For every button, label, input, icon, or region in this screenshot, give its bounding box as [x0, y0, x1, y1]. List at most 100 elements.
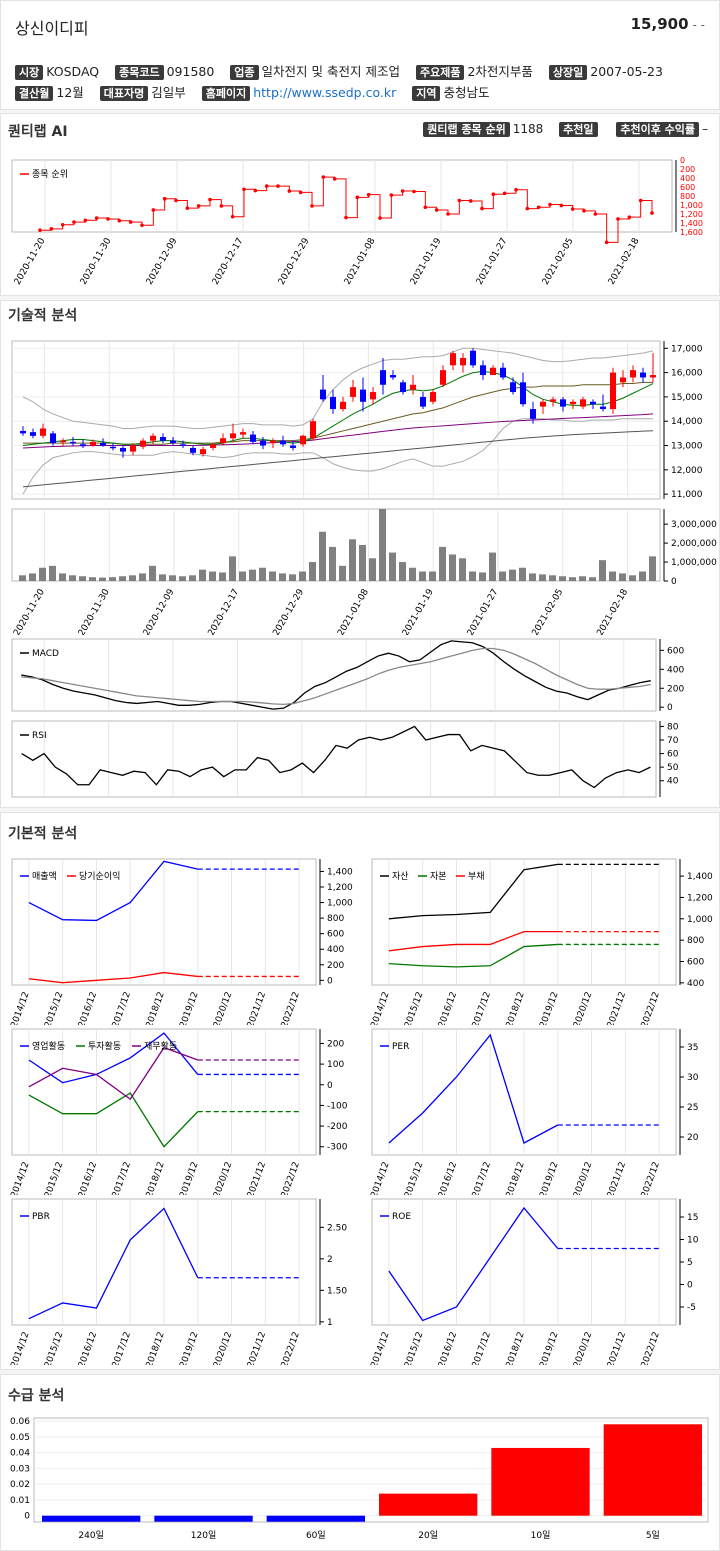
industry-value: 일차전지 및 축전지 제조업 [261, 64, 400, 79]
y-tick-label: 40 [667, 777, 679, 787]
candle-body [370, 392, 376, 400]
volume-bar [419, 571, 426, 581]
supply-bar [154, 1515, 253, 1522]
candle-body [480, 365, 486, 376]
x-tick-label: 2022/12 [280, 991, 302, 1025]
stock-header: 상신이디피 15,900- - 시장 KOSDAQ 종목코드 091580 업종 일차… [0, 0, 720, 110]
volume-bar [499, 571, 506, 581]
y-tick-label: -100 [327, 1101, 348, 1111]
candle-body [210, 444, 216, 448]
volume-bar [589, 577, 596, 581]
candle-body [590, 401, 596, 405]
candle-body [60, 440, 66, 443]
y-tick-label: 1,000,000 [671, 558, 717, 568]
x-tick-label: 2016/12 [437, 991, 459, 1025]
x-tick-label: 2017/12 [111, 1331, 133, 1365]
y-tick-label: 200 [680, 165, 695, 174]
volume-bar [539, 574, 546, 581]
y-tick-label: 1,000 [687, 915, 713, 925]
stock-name: 상신이디피 [15, 19, 89, 38]
y-tick-label: 1,400 [680, 219, 703, 228]
candle-body [350, 387, 356, 397]
candle-body [180, 444, 186, 446]
candle-body [530, 409, 536, 419]
candle-body [50, 433, 56, 444]
y-tick-label: 0 [687, 1281, 693, 1291]
x-tick-label: 2022/12 [280, 1161, 302, 1195]
x-tick-label: 5일 [646, 1530, 660, 1541]
y-tick-label: 200 [667, 684, 684, 694]
volume-bar [489, 552, 496, 581]
volume-bar [159, 574, 166, 581]
region-value: 충청남도 [443, 85, 490, 100]
y-tick-label: 5 [687, 1258, 693, 1268]
ai-summary: 퀀티랩 종목 순위 1188 추천일 추천이후 수익률 – [423, 121, 708, 137]
rank-point [298, 190, 303, 195]
x-tick-label: 2018/12 [145, 1161, 167, 1195]
x-tick-label: 2021-01-19 [409, 236, 444, 287]
stock-price: 15,900- - [631, 15, 705, 33]
series-line [28, 1207, 199, 1320]
y-tick-label: 0 [327, 976, 333, 986]
fundamental-title: 기본적 분석 [8, 826, 78, 842]
pbr-chart: 1 1.50 2 2.50 PBR 2014/12 2015/12 2016/12 2017/1… [10, 1198, 347, 1365]
plot-frame [11, 720, 657, 798]
rank-point [502, 191, 507, 196]
x-tick-label: 20일 [418, 1530, 438, 1541]
x-tick-label: 2021/12 [246, 991, 268, 1025]
y-tick-label: 1,400 [327, 867, 353, 877]
x-tick-label: 2017/12 [471, 1161, 493, 1195]
homepage-link[interactable]: http://www.ssedp.co.kr [253, 85, 397, 100]
volume-bar [609, 571, 616, 581]
rank-point [446, 212, 450, 216]
rank-point [60, 223, 65, 227]
volume-bar [259, 567, 266, 581]
x-tick-label: 240일 [78, 1530, 103, 1541]
volume-bar [199, 569, 206, 581]
y-tick-label: 2 [327, 1255, 333, 1265]
plot-frame [11, 159, 673, 233]
y-tick-label: 200 [327, 961, 344, 971]
market-tag: 시장 [15, 65, 44, 80]
y-tick-label: 14,000 [671, 417, 703, 427]
x-tick-label: 2020-12-17 [207, 588, 242, 636]
volume-bar [479, 572, 486, 581]
info-row-2: 결산월 12월 대표자명 김일부 홈페이지 http://www.ssedp.co.k… [15, 82, 501, 101]
x-tick-label: 2021/12 [606, 1161, 628, 1195]
x-tick-label: 2014/12 [370, 1331, 392, 1365]
y-tick-label: -300 [327, 1143, 348, 1153]
supply-bar [42, 1515, 141, 1522]
candle-body [470, 350, 476, 366]
volume-bar [399, 562, 406, 581]
candle-body [310, 421, 316, 439]
volume-bar [379, 509, 386, 581]
y-tick-label: 1.50 [327, 1286, 347, 1296]
series-line [388, 1033, 559, 1144]
y-tick-label: 0.05 [10, 1433, 30, 1443]
volume-bar [519, 567, 526, 581]
y-tick-label: 0 [24, 1512, 30, 1522]
x-tick-label: 2020/12 [212, 1161, 234, 1195]
y-tick-label: 10 [687, 1236, 699, 1246]
y-tick-label: 25 [687, 1103, 698, 1113]
rank-point [400, 189, 405, 193]
product-tag: 주요제품 [415, 65, 465, 80]
x-tick-label: 2021/12 [246, 1331, 268, 1365]
rank-value: 1188 [512, 122, 544, 136]
series-line [28, 1092, 199, 1148]
volume-bar [389, 552, 396, 581]
price-value: 15,900 [630, 15, 689, 33]
candle-body [40, 428, 46, 436]
code-tag: 종목코드 [115, 65, 164, 80]
candle-body [620, 377, 626, 383]
supply-bar [266, 1515, 365, 1522]
rank-point [151, 208, 156, 212]
supply-bar [603, 1424, 702, 1516]
x-tick-label: 2020-11-20 [13, 236, 48, 287]
x-tick-label: 2017/12 [471, 991, 493, 1025]
rank-point [72, 220, 76, 224]
x-tick-label: 2020-12-29 [277, 236, 312, 287]
candle-body [380, 370, 386, 385]
indicator-line [21, 647, 651, 706]
candle-body [510, 382, 516, 393]
